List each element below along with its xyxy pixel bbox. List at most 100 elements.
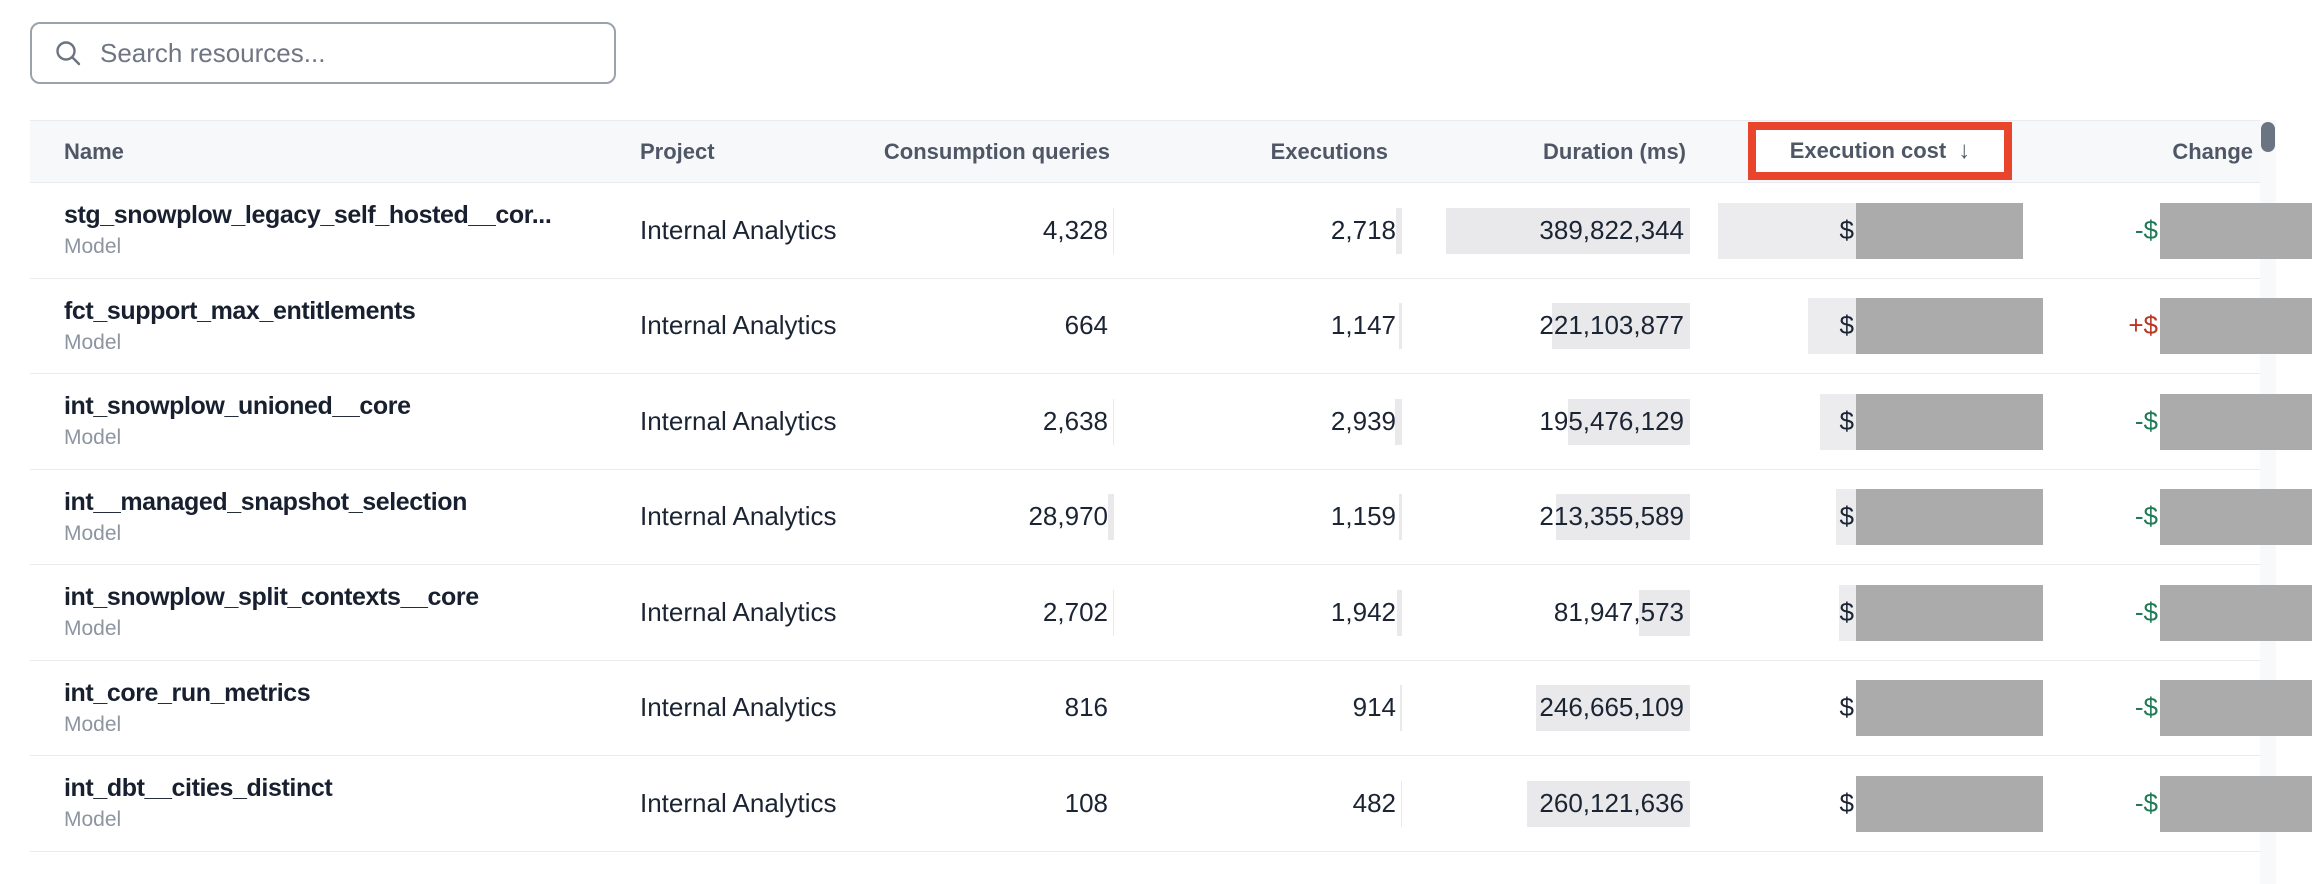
executions-value: 1,159	[1330, 501, 1396, 532]
resource-name[interactable]: int_dbt__cities_distinct	[64, 774, 333, 803]
executions-cell: 2,939	[1184, 374, 1402, 469]
execution-cost-currency: $	[1839, 596, 1854, 627]
table-row[interactable]: int_dbt__cities_distinct Model Internal An…	[30, 756, 2312, 852]
executions-cell: 1,147	[1184, 279, 1402, 374]
executions-data-bar	[1396, 207, 1402, 254]
header-executions[interactable]: Executions	[1270, 138, 1388, 164]
project-value: Internal Analytics	[640, 596, 837, 627]
search-box	[30, 22, 616, 84]
execution-cost-currency: $	[1839, 787, 1854, 818]
execution-cost-redaction	[1856, 489, 2043, 546]
executions-cell: 1,159	[1184, 470, 1402, 565]
execution-cost-cell: $	[1630, 374, 1856, 469]
change-cell: -$	[2070, 756, 2158, 851]
project-cell: Internal Analytics	[640, 565, 900, 660]
header-name[interactable]: Name	[64, 138, 124, 164]
search-icon	[56, 41, 81, 66]
executions-value: 482	[1352, 787, 1396, 818]
consumption-queries-data-bar	[1113, 589, 1114, 636]
execution-cost-data-bar	[1718, 202, 1856, 259]
execution-cost-currency: $	[1839, 692, 1854, 723]
execution-cost-data-bar	[1820, 393, 1856, 450]
execution-cost-currency: $	[1839, 310, 1854, 341]
resource-type-label: Model	[64, 808, 122, 832]
duration-ms-value: 260,121,636	[1539, 787, 1684, 818]
duration-ms-cell: 246,665,109	[1430, 661, 1690, 756]
project-cell: Internal Analytics	[640, 470, 900, 565]
resource-name-cell: int_snowplow_unioned__core Model	[64, 374, 612, 469]
duration-ms-value: 389,822,344	[1539, 214, 1684, 245]
consumption-queries-cell: 816	[910, 661, 1114, 756]
resource-type-label: Model	[64, 521, 122, 545]
project-cell: Internal Analytics	[640, 661, 900, 756]
resource-name-cell: int__managed_snapshot_selection Model	[64, 470, 612, 565]
sort-descending-icon[interactable]: ↓	[1958, 137, 1971, 164]
executions-cell	[1184, 852, 1402, 884]
table-row[interactable]: stg_snowplow_legacy_self_hosted__cor... M…	[30, 183, 2312, 279]
resource-name-cell: fct_dbt_project_activity	[64, 852, 612, 884]
resource-name-cell: fct_support_max_entitlements Model	[64, 279, 612, 374]
consumption-queries-cell: 108	[910, 756, 1114, 851]
change-cell	[2070, 852, 2158, 884]
duration-ms-cell: 389,822,344	[1430, 183, 1690, 278]
execution-cost-data-bar	[1839, 584, 1856, 641]
execution-cost-cell: $	[1630, 756, 1856, 851]
resource-name[interactable]: fct_support_max_entitlements	[64, 296, 416, 325]
project-value: Internal Analytics	[640, 214, 837, 245]
execution-cost-highlight-box: Execution cost ↓	[1748, 122, 2012, 180]
header-consumption-queries[interactable]: Consumption queries	[883, 138, 1110, 164]
project-cell: Internal Analytics	[640, 756, 900, 851]
executions-value: 914	[1352, 692, 1396, 723]
consumption-queries-value: 4,328	[1042, 214, 1108, 245]
header-project[interactable]: Project	[640, 138, 715, 164]
change-sign: +$	[2128, 310, 2158, 341]
change-cell: -$	[2070, 565, 2158, 660]
table-row[interactable]: int_core_run_metrics Model Internal Analyt…	[30, 660, 2312, 756]
consumption-queries-value: 816	[1064, 692, 1108, 723]
execution-cost-redaction	[1856, 680, 2043, 737]
duration-ms-cell: 195,476,129	[1430, 374, 1690, 469]
resource-type-label: Model	[64, 426, 122, 450]
duration-ms-value: 246,665,109	[1539, 692, 1684, 723]
executions-cell: 2,718	[1184, 183, 1402, 278]
header-change[interactable]: Change	[2172, 138, 2253, 164]
consumption-queries-data-bar	[1113, 207, 1114, 254]
execution-cost-currency: $	[1839, 405, 1854, 436]
duration-ms-cell: 213,355,589	[1430, 470, 1690, 565]
consumption-queries-data-bar	[1108, 494, 1114, 541]
change-cell: -$	[2070, 661, 2158, 756]
consumption-queries-data-bar	[1113, 398, 1114, 445]
header-duration-ms[interactable]: Duration (ms)	[1543, 138, 1686, 164]
resource-name[interactable]: int_core_run_metrics	[64, 678, 311, 707]
project-value: Internal Analytics	[640, 405, 837, 436]
resource-type-label: Model	[64, 235, 122, 259]
duration-ms-data-bar	[1639, 589, 1690, 636]
table-row[interactable]: int__managed_snapshot_selection Model Inte…	[30, 469, 2312, 565]
project-cell	[640, 852, 900, 884]
table-row[interactable]: int_snowplow_unioned__core Model Internal …	[30, 374, 2312, 470]
search-input[interactable]	[98, 36, 602, 70]
execution-cost-cell: $	[1630, 470, 1856, 565]
scrollbar-thumb[interactable]	[2261, 122, 2275, 152]
resource-name[interactable]: int_snowplow_split_contexts__core	[64, 583, 479, 612]
resource-name[interactable]: int__managed_snapshot_selection	[64, 487, 468, 516]
duration-ms-data-bar	[1446, 207, 1690, 254]
change-cell: -$	[2070, 470, 2158, 565]
execution-cost-cell	[1630, 852, 1856, 884]
consumption-queries-value: 108	[1064, 787, 1108, 818]
resource-name[interactable]: stg_snowplow_legacy_self_hosted__cor...	[64, 201, 552, 230]
consumption-queries-value: 28,970	[1028, 501, 1108, 532]
duration-ms-value: 195,476,129	[1539, 405, 1684, 436]
table-row[interactable]: fct_support_max_entitlements Model Interna…	[30, 278, 2312, 374]
change-redaction	[2160, 298, 2312, 355]
execution-cost-cell: $	[1630, 279, 1856, 374]
table-row[interactable]: fct_dbt_project_activity	[30, 851, 2276, 884]
change-cell: -$	[2070, 183, 2158, 278]
consumption-queries-value: 2,702	[1042, 596, 1108, 627]
execution-cost-redaction	[1856, 202, 2023, 259]
header-execution-cost[interactable]: Execution cost	[1789, 138, 1947, 163]
resource-name[interactable]: int_snowplow_unioned__core	[64, 392, 411, 421]
execution-cost-redaction	[1856, 393, 2043, 450]
table-row[interactable]: int_snowplow_split_contexts__core Model In…	[30, 565, 2312, 661]
